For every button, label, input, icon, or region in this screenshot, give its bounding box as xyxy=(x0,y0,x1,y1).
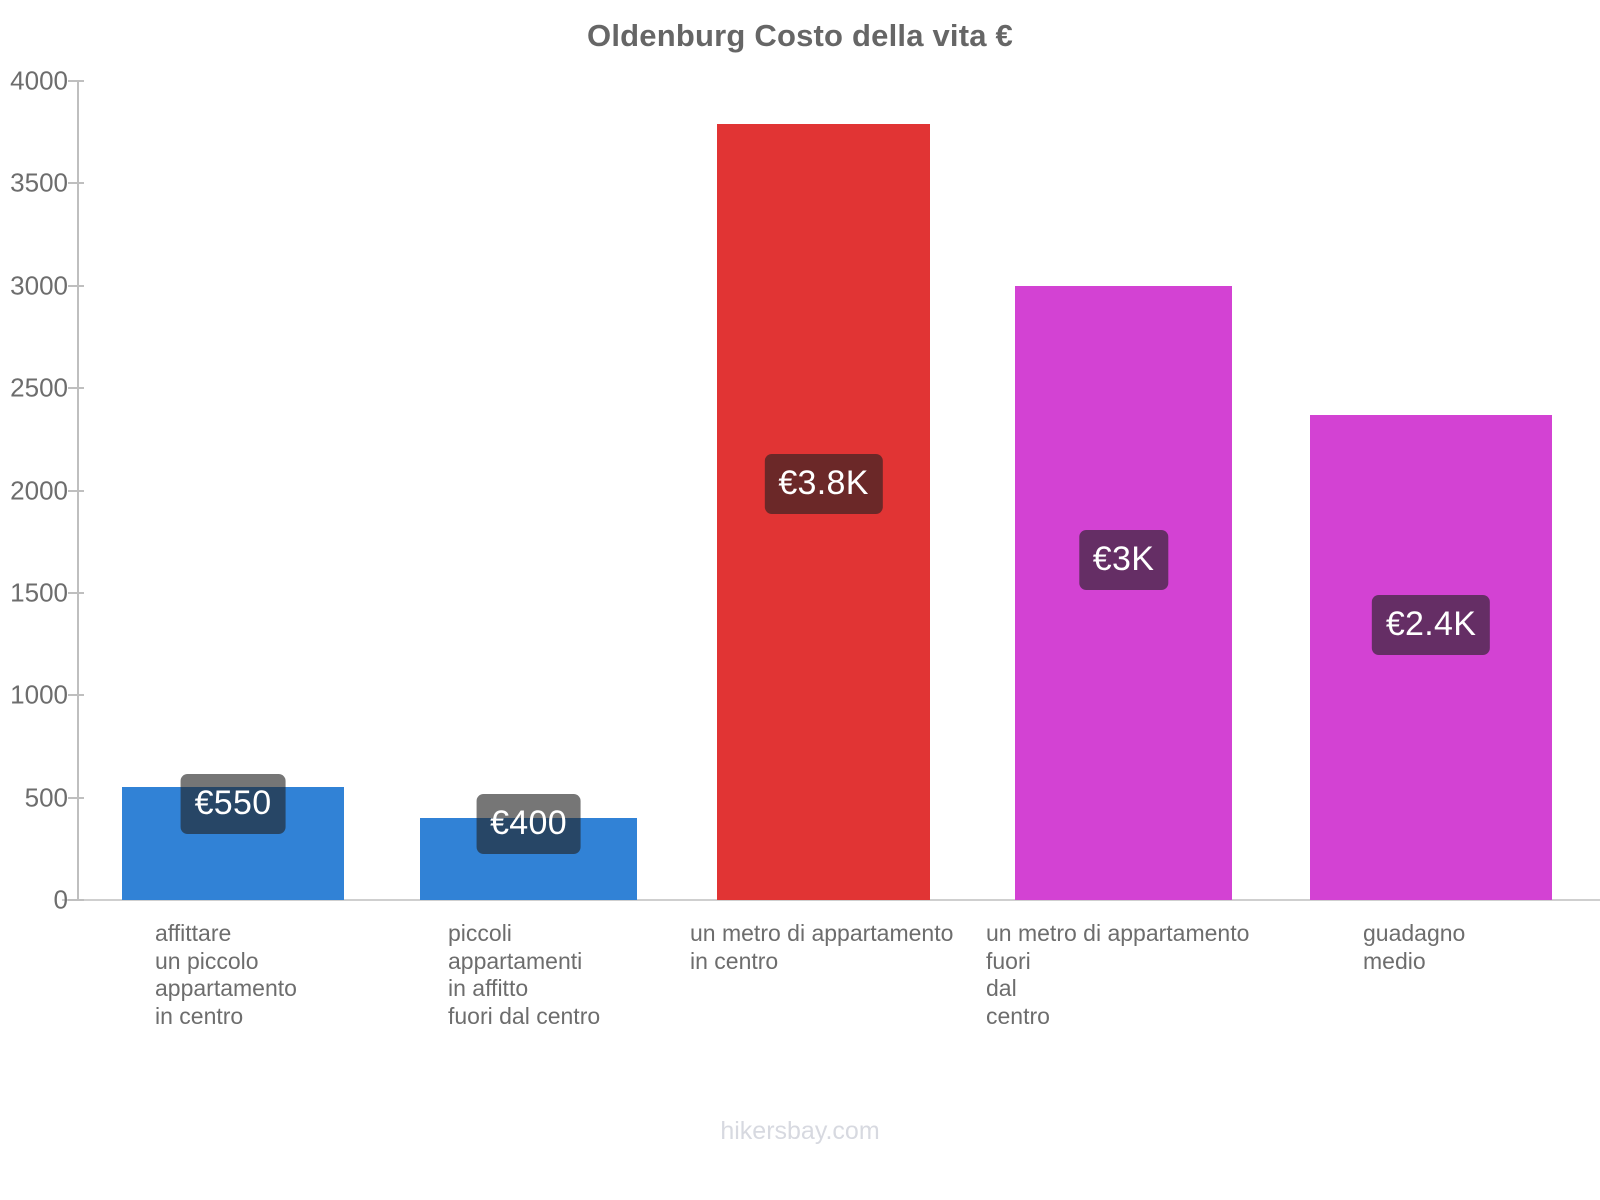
y-axis-tick-mark xyxy=(68,899,84,901)
y-axis-tick-label: 0 xyxy=(53,884,68,915)
y-axis-tick-label: 4000 xyxy=(10,65,68,96)
x-axis-category-label: guadagno medio xyxy=(1363,920,1466,974)
y-axis-tick-mark xyxy=(68,796,84,799)
x-axis-line xyxy=(62,899,1600,901)
y-axis-tick-label: 1000 xyxy=(10,679,68,710)
bar-rect xyxy=(1310,414,1552,900)
y-axis-tick-mark xyxy=(68,284,84,287)
bar-value-label: €550 xyxy=(180,774,286,834)
x-axis-category-label: un metro di appartamento fuori dal centr… xyxy=(986,920,1250,1029)
y-axis-tick-label: 3000 xyxy=(10,270,68,301)
bar-value-label: €2.4K xyxy=(1371,595,1491,655)
x-axis-category-label: affittare un piccolo appartamento in cen… xyxy=(155,920,297,1029)
y-axis-tick-mark xyxy=(68,182,84,185)
bar[interactable] xyxy=(1015,285,1232,900)
y-axis-tick-label: 2000 xyxy=(10,475,68,505)
y-axis-tick-mark xyxy=(68,80,84,82)
y-axis-tick-mark xyxy=(68,489,84,492)
y-axis-tick-label: 2500 xyxy=(10,372,68,403)
bar-value-label: €400 xyxy=(476,794,581,854)
bar-rect xyxy=(1015,285,1232,900)
y-axis-tick-label: 3500 xyxy=(10,167,68,198)
x-axis-category-label: un metro di appartamento in centro xyxy=(690,920,954,974)
x-axis-category-label: piccoli appartamenti in affitto fuori da… xyxy=(448,920,601,1029)
bar[interactable] xyxy=(1310,414,1552,900)
y-axis-tick-mark xyxy=(68,591,84,594)
y-axis-tick-label: 1500 xyxy=(10,577,68,608)
y-axis-tick-mark xyxy=(68,387,84,390)
footer-watermark: hikersbay.com xyxy=(720,1117,880,1145)
bar-value-label: €3.8K xyxy=(764,454,883,514)
y-axis-tick-mark xyxy=(68,694,84,697)
bar-value-label: €3K xyxy=(1078,530,1169,590)
chart-title: Oldenburg Costo della vita € xyxy=(587,18,1013,53)
y-axis-tick-label: 500 xyxy=(24,782,68,813)
